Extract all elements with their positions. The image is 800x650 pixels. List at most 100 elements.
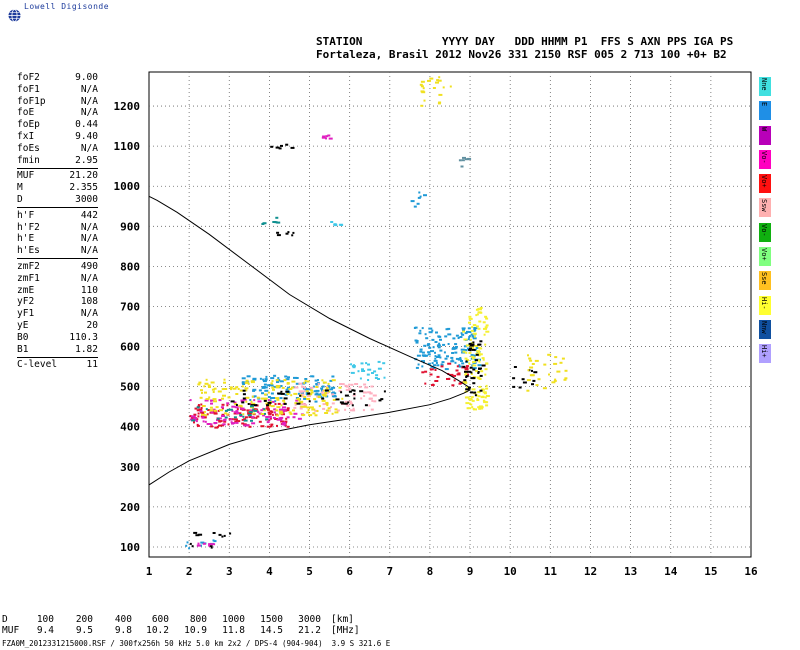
echo-mark [204, 391, 207, 394]
echo-mark [265, 375, 268, 378]
echo-mark [260, 425, 265, 428]
param-row: B0 110.3 [17, 332, 98, 344]
echo-mark [434, 369, 437, 371]
echo-mark [444, 357, 448, 360]
echo-mark [352, 366, 356, 369]
echo-mark [280, 418, 283, 421]
muf-unit: [MHz] [331, 625, 360, 636]
y-tick-label: 600 [120, 341, 140, 354]
echo-mark [465, 344, 469, 347]
param-value: N/A [80, 233, 98, 245]
echo-mark [428, 327, 433, 330]
echo-mark [315, 383, 319, 385]
echo-mark [447, 327, 451, 330]
echo-mark [216, 419, 218, 422]
echo-mark [383, 376, 386, 379]
echo-mark [436, 356, 440, 358]
echo-mark [436, 344, 441, 347]
echo-mark [241, 377, 246, 380]
param-value: N/A [80, 221, 98, 233]
echo-mark [470, 373, 473, 375]
echo-mark [244, 387, 249, 390]
echo-mark [439, 338, 442, 341]
echo-mark [233, 401, 237, 404]
echo-mark [252, 408, 255, 411]
echo-mark [432, 87, 436, 89]
echo-mark [371, 399, 374, 402]
echo-mark [327, 407, 331, 410]
param-row: B1 1.82 [17, 344, 98, 356]
echo-mark [188, 547, 191, 550]
muf-value: 9.8 [114, 625, 132, 636]
echo-mark [263, 399, 267, 402]
echo-mark [467, 347, 470, 350]
echo-mark [279, 380, 284, 383]
echo-mark [234, 403, 238, 405]
echo-mark [527, 354, 529, 357]
param-row: MUF 21.20 [17, 170, 98, 182]
echo-mark [262, 413, 266, 415]
legend-label: Vo- [760, 223, 768, 237]
echo-mark [250, 404, 255, 407]
echo-mark [280, 390, 283, 393]
echo-mark [512, 377, 516, 380]
echo-mark [237, 420, 241, 423]
echo-mark [216, 417, 220, 420]
y-tick-label: 200 [120, 501, 140, 514]
echo-mark [222, 419, 226, 422]
echo-mark [306, 380, 310, 383]
echo-mark [285, 143, 289, 146]
echo-mark [186, 541, 189, 544]
echo-mark [477, 311, 482, 314]
param-separator [17, 167, 98, 169]
echo-mark [418, 332, 422, 335]
echo-mark [210, 402, 213, 405]
echo-mark [458, 159, 462, 162]
echo-mark [531, 363, 535, 365]
echo-mark [470, 354, 474, 357]
echo-mark [370, 408, 374, 411]
echo-mark [196, 544, 201, 547]
echo-mark [291, 234, 294, 237]
param-row: foF1 N/A [17, 84, 98, 96]
echo-mark [468, 335, 471, 338]
echo-mark [436, 364, 440, 367]
legend-swatch: W [759, 125, 771, 145]
echo-mark [266, 421, 270, 424]
echo-mark [477, 406, 482, 409]
echo-mark [231, 422, 234, 425]
echo-mark [279, 397, 283, 400]
echo-mark [313, 390, 317, 393]
echo-mark [421, 360, 425, 363]
echo-mark [315, 389, 320, 392]
x-tick-label: 7 [386, 565, 393, 578]
echo-mark [482, 358, 485, 361]
y-tick-label: 100 [120, 541, 140, 554]
echo-mark [320, 387, 324, 390]
echo-mark [292, 386, 296, 389]
echo-mark [272, 388, 275, 391]
echo-mark [359, 390, 364, 393]
echo-mark [226, 402, 230, 405]
electron-density-profile [148, 195, 471, 486]
echo-mark [478, 385, 482, 388]
echo-mark [276, 380, 280, 383]
param-row: h'E N/A [17, 233, 98, 245]
echo-mark [479, 347, 483, 350]
echo-mark [193, 417, 198, 420]
muf-value: 10.9 [184, 625, 207, 636]
param-name: foEp [17, 119, 40, 131]
param-name: foEs [17, 142, 40, 154]
echo-mark [304, 378, 308, 380]
echo-mark [364, 404, 368, 407]
echo-mark [305, 390, 309, 393]
echo-mark [468, 386, 471, 389]
param-row: zmF2 490 [17, 261, 98, 273]
echo-mark [198, 381, 202, 384]
echo-mark [250, 381, 255, 384]
echo-mark [306, 411, 310, 414]
echo-mark [282, 406, 286, 409]
echo-mark [285, 417, 288, 420]
echo-mark [377, 367, 382, 370]
echo-mark [473, 391, 477, 394]
